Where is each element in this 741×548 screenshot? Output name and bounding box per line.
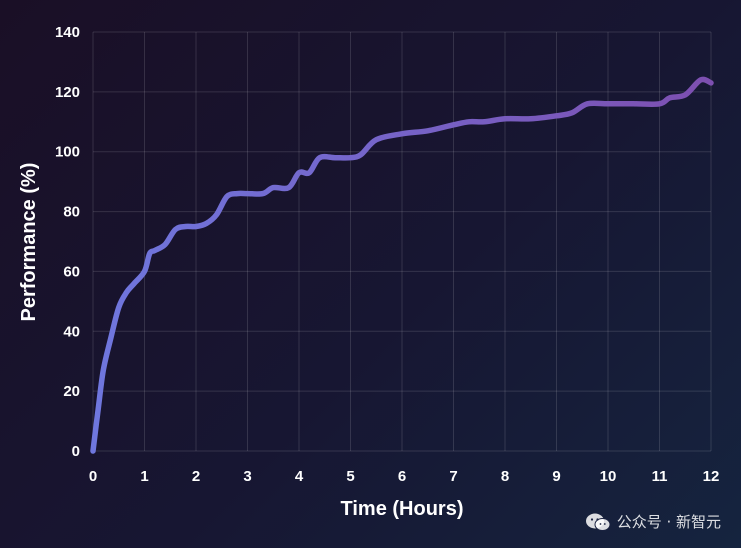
x-axis-ticks: 0 1 2 3 4 5 6 7 8 9 10 11 12 bbox=[89, 468, 720, 485]
x-tick-label: 6 bbox=[398, 468, 406, 485]
x-tick-label: 3 bbox=[243, 468, 251, 485]
x-axis-title: Time (Hours) bbox=[341, 498, 464, 520]
x-tick-label: 12 bbox=[703, 468, 720, 485]
y-tick-label: 100 bbox=[55, 144, 80, 161]
y-tick-label: 140 bbox=[55, 24, 80, 41]
series-line bbox=[90, 76, 714, 454]
y-axis-ticks: 0 20 40 60 80 100 120 140 bbox=[55, 24, 80, 460]
y-tick-label: 20 bbox=[63, 383, 80, 400]
y-tick-label: 80 bbox=[63, 204, 80, 221]
x-tick-label: 1 bbox=[140, 468, 148, 485]
y-tick-label: 60 bbox=[63, 263, 80, 280]
x-tick-label: 5 bbox=[346, 468, 354, 485]
x-tick-label: 7 bbox=[449, 468, 457, 485]
x-tick-label: 4 bbox=[295, 468, 304, 485]
x-tick-label: 2 bbox=[192, 468, 200, 485]
x-tick-label: 0 bbox=[89, 468, 97, 485]
wechat-icon bbox=[585, 513, 611, 531]
y-axis-title: Performance (%) bbox=[18, 163, 40, 322]
x-tick-label: 9 bbox=[552, 468, 560, 485]
y-tick-label: 120 bbox=[55, 84, 80, 101]
watermark-text: 公众号 · 新智元 bbox=[616, 513, 721, 531]
watermark: 公众号 · 新智元 bbox=[585, 511, 721, 532]
x-tick-label: 10 bbox=[600, 468, 617, 485]
y-tick-label: 0 bbox=[72, 443, 80, 460]
y-tick-label: 40 bbox=[63, 323, 80, 340]
grid bbox=[92, 31, 712, 452]
x-tick-label: 8 bbox=[501, 468, 509, 485]
x-tick-label: 11 bbox=[652, 468, 668, 485]
